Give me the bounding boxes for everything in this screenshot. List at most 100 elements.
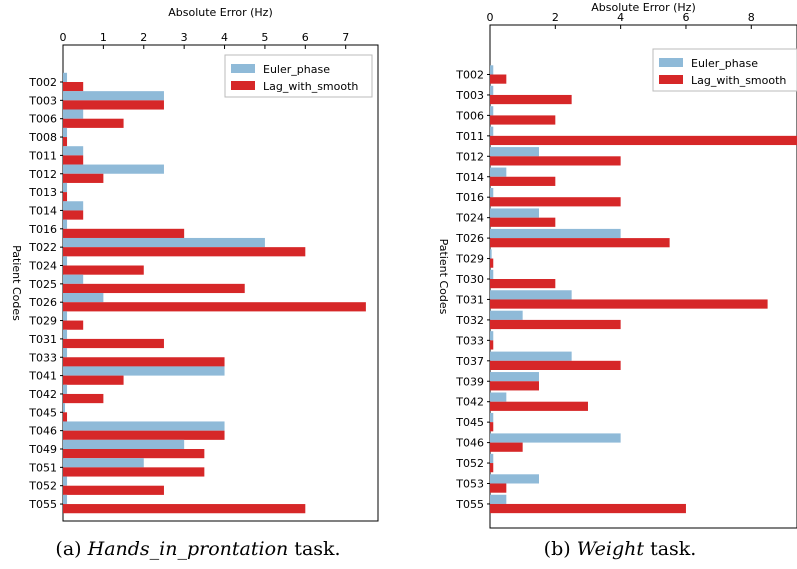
x-tick-label: 5 xyxy=(261,31,268,44)
bar-euler-phase xyxy=(490,188,494,198)
y-tick-label: T039 xyxy=(455,375,484,388)
x-tick-label: 7 xyxy=(342,31,349,44)
bar-euler-phase xyxy=(490,65,494,75)
legend-entry-euler-phase-swatch xyxy=(659,58,683,67)
y-tick-label: T006 xyxy=(455,109,484,122)
bar-euler-phase xyxy=(63,494,68,505)
bar-lag-with-smooth xyxy=(63,338,164,349)
caption-suffix: task. xyxy=(644,538,696,560)
bar-lag-with-smooth xyxy=(63,247,306,257)
x-tick-label: 0 xyxy=(487,11,494,24)
y-tick-label: T022 xyxy=(28,241,57,254)
y-tick-label: T052 xyxy=(455,457,484,470)
bar-lag-with-smooth xyxy=(63,485,164,495)
y-tick-label: T026 xyxy=(28,296,57,309)
bar-lag-with-smooth xyxy=(490,299,768,309)
bar-euler-phase xyxy=(63,293,104,303)
bar-euler-phase xyxy=(490,474,539,484)
y-tick-label: T024 xyxy=(455,212,484,225)
bar-euler-phase xyxy=(490,392,507,402)
x-tick-label: 6 xyxy=(302,31,309,44)
legend: Euler_phase Lag_with_smooth xyxy=(224,54,373,98)
y-tick-label: T026 xyxy=(455,232,484,245)
caption: (b) Weight task. xyxy=(544,538,697,560)
legend-entry-lag-with-smooth-swatch xyxy=(231,81,255,90)
y-tick-label: T051 xyxy=(28,461,57,474)
y-tick-label: T032 xyxy=(455,314,484,327)
bar-lag-with-smooth xyxy=(63,192,68,202)
y-tick-label: T030 xyxy=(455,273,484,286)
x-tick-label: 6 xyxy=(682,11,689,24)
bar-lag-with-smooth xyxy=(63,155,84,165)
y-tick-label: T002 xyxy=(28,76,57,89)
y-tick-label: T046 xyxy=(28,425,57,438)
y-tick-label: T029 xyxy=(455,253,484,266)
bar-lag-with-smooth xyxy=(63,412,68,422)
x-axis-label: Absolute Error (Hz) xyxy=(168,6,273,19)
x-tick-label: 3 xyxy=(181,31,188,44)
bar-lag-with-smooth xyxy=(63,100,164,110)
bar-lag-with-smooth xyxy=(63,118,124,128)
bar-euler-phase xyxy=(490,453,494,464)
y-tick-label: T014 xyxy=(455,171,484,184)
y-tick-label: T003 xyxy=(28,94,57,107)
bar-lag-with-smooth xyxy=(490,217,556,227)
y-tick-label: T046 xyxy=(455,437,484,450)
caption-suffix: task. xyxy=(288,538,340,560)
bar-euler-phase xyxy=(490,331,494,341)
bar-euler-phase xyxy=(490,147,539,157)
legend-entry-lag-with-smooth-label: Lag_with_smooth xyxy=(263,80,358,93)
y-tick-label: T016 xyxy=(455,191,484,204)
bar-lag-with-smooth xyxy=(63,393,104,404)
legend-entry-lag-with-smooth-swatch xyxy=(659,75,683,84)
bar-euler-phase xyxy=(63,164,164,174)
bar-euler-phase xyxy=(490,228,621,239)
bar-euler-phase xyxy=(490,290,572,300)
bar-euler-phase xyxy=(63,182,68,193)
y-tick-label: T055 xyxy=(455,498,484,511)
bar-euler-phase xyxy=(63,348,68,358)
legend: Euler_phase Lag_with_smooth xyxy=(652,48,797,92)
x-tick-label: 4 xyxy=(617,11,624,24)
y-tick-label: T011 xyxy=(28,149,57,162)
bar-euler-phase xyxy=(490,310,523,320)
bar-euler-phase xyxy=(63,146,84,156)
y-tick-label: T045 xyxy=(28,406,57,419)
bar-euler-phase xyxy=(63,458,144,468)
bar-lag-with-smooth xyxy=(63,430,225,440)
y-tick-label: T031 xyxy=(28,333,57,346)
y-tick-label: T024 xyxy=(28,260,57,273)
y-tick-label: T002 xyxy=(455,69,484,82)
bar-lag-with-smooth xyxy=(63,320,84,330)
bar-euler-phase xyxy=(63,311,68,321)
bar-euler-phase xyxy=(63,329,68,339)
bar-lag-with-smooth xyxy=(490,503,686,514)
y-tick-label: T003 xyxy=(455,89,484,102)
y-tick-label: T029 xyxy=(28,315,57,328)
chart-b: Absolute Error (Hz) 0 2 4 6 8 Patient Codes T00… xyxy=(437,1,797,560)
y-tick-label: T053 xyxy=(455,478,484,491)
bar-lag-with-smooth xyxy=(490,74,507,84)
bar-euler-phase xyxy=(63,219,68,229)
y-tick-label: T033 xyxy=(28,351,57,364)
bar-lag-with-smooth xyxy=(63,357,225,367)
y-tick-label: T008 xyxy=(28,131,57,144)
bar-lag-with-smooth xyxy=(490,442,523,452)
bar-lag-with-smooth xyxy=(490,94,572,105)
y-tick-label: T011 xyxy=(455,130,484,143)
bar-euler-phase xyxy=(490,208,539,218)
bar-euler-phase xyxy=(490,269,494,279)
caption-prefix: (b) xyxy=(544,538,577,560)
bar-euler-phase xyxy=(63,256,68,266)
bar-lag-with-smooth xyxy=(490,156,621,166)
y-tick-label: T055 xyxy=(28,498,57,511)
bar-euler-phase xyxy=(490,167,507,177)
y-tick-label: T045 xyxy=(455,416,484,429)
caption: (a) Hands_in_prontation task. xyxy=(55,538,340,560)
bar-euler-phase xyxy=(63,439,185,449)
bar-euler-phase xyxy=(490,351,572,361)
bar-euler-phase xyxy=(63,476,68,486)
x-tick-label: 2 xyxy=(552,11,559,24)
bar-lag-with-smooth xyxy=(490,115,556,125)
bar-euler-phase xyxy=(63,384,68,394)
